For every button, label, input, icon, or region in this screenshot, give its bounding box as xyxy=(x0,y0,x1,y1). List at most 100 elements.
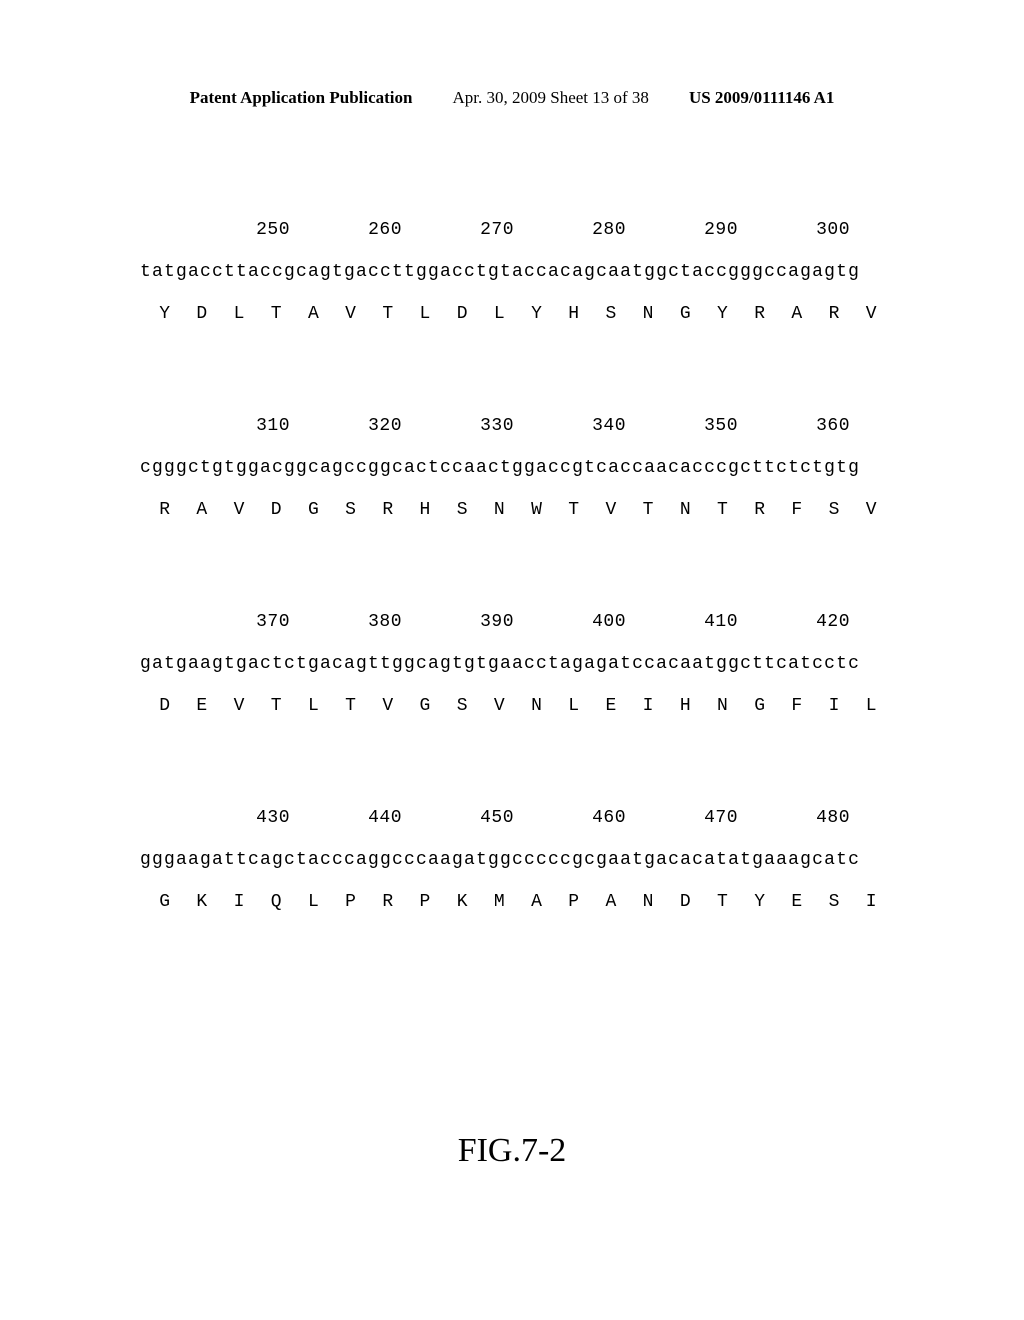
amino-row: DEVTLTVGSVNLEIHNGFIL xyxy=(140,696,900,716)
nucleotide-row: gggaagattcagctacccaggcccaagatggcccccgcga… xyxy=(140,850,900,870)
amino-label: T xyxy=(555,500,592,520)
header-left: Patent Application Publication xyxy=(190,88,413,108)
amino-label: L xyxy=(481,304,518,324)
amino-label: V xyxy=(481,696,518,716)
position-label: 310 xyxy=(140,416,290,436)
position-row: 430440450460470480 xyxy=(140,808,900,828)
amino-label: L xyxy=(406,304,443,324)
amino-label: I xyxy=(853,892,890,912)
position-label: 460 xyxy=(514,808,626,828)
amino-label: A xyxy=(518,892,555,912)
position-label: 260 xyxy=(290,220,402,240)
amino-label: E xyxy=(592,696,629,716)
position-label: 290 xyxy=(626,220,738,240)
amino-label: R xyxy=(741,500,778,520)
amino-label: N xyxy=(704,696,741,716)
amino-label: G xyxy=(295,500,332,520)
amino-label: S xyxy=(332,500,369,520)
amino-label: T xyxy=(258,304,295,324)
amino-label: G xyxy=(741,696,778,716)
header-right: US 2009/0111146 A1 xyxy=(689,88,834,108)
position-label: 430 xyxy=(140,808,290,828)
position-label: 400 xyxy=(514,612,626,632)
position-label: 420 xyxy=(738,612,850,632)
amino-label: R xyxy=(741,304,778,324)
position-row: 370380390400410420 xyxy=(140,612,900,632)
amino-label: V xyxy=(220,500,257,520)
header-center: Apr. 30, 2009 Sheet 13 of 38 xyxy=(453,88,649,108)
amino-label: T xyxy=(258,696,295,716)
amino-label: N xyxy=(481,500,518,520)
amino-label: D xyxy=(667,892,704,912)
sequence-block: 370380390400410420 gatgaagtgactctgacagtt… xyxy=(140,612,900,716)
amino-label: V xyxy=(853,500,890,520)
amino-label: E xyxy=(183,696,220,716)
amino-label: Y xyxy=(146,304,183,324)
amino-label: M xyxy=(481,892,518,912)
position-row: 250260270280290300 xyxy=(140,220,900,240)
amino-label: V xyxy=(220,696,257,716)
amino-label: R xyxy=(369,892,406,912)
amino-label: I xyxy=(815,696,852,716)
nucleotide-row: gatgaagtgactctgacagttggcagtgtgaacctagaga… xyxy=(140,654,900,674)
amino-label: S xyxy=(444,500,481,520)
amino-label: G xyxy=(406,696,443,716)
position-label: 410 xyxy=(626,612,738,632)
amino-label: T xyxy=(704,500,741,520)
amino-row: YDLTAVTLDLYHSNGYRARV xyxy=(140,304,900,324)
amino-label: S xyxy=(592,304,629,324)
amino-label: V xyxy=(592,500,629,520)
amino-label: F xyxy=(778,696,815,716)
amino-label: L xyxy=(220,304,257,324)
amino-label: K xyxy=(183,892,220,912)
page-header: Patent Application Publication Apr. 30, … xyxy=(0,88,1024,108)
amino-label: A xyxy=(295,304,332,324)
amino-label: H xyxy=(406,500,443,520)
amino-label: Y xyxy=(741,892,778,912)
amino-label: G xyxy=(667,304,704,324)
amino-label: N xyxy=(629,304,666,324)
position-label: 280 xyxy=(514,220,626,240)
nucleotide-row: cgggctgtggacggcagccggcactccaactggaccgtca… xyxy=(140,458,900,478)
amino-label: T xyxy=(332,696,369,716)
amino-label: H xyxy=(555,304,592,324)
amino-label: H xyxy=(667,696,704,716)
amino-label: N xyxy=(518,696,555,716)
position-row: 310320330340350360 xyxy=(140,416,900,436)
amino-row: RAVDGSRHSNWTVTNTRFSV xyxy=(140,500,900,520)
amino-label: R xyxy=(146,500,183,520)
amino-label: P xyxy=(332,892,369,912)
position-label: 440 xyxy=(290,808,402,828)
sequence-content: 250260270280290300 tatgaccttaccgcagtgacc… xyxy=(140,220,900,1004)
amino-label: V xyxy=(369,696,406,716)
amino-label: Y xyxy=(704,304,741,324)
position-label: 480 xyxy=(738,808,850,828)
position-label: 340 xyxy=(514,416,626,436)
amino-label: S xyxy=(815,500,852,520)
amino-label: P xyxy=(406,892,443,912)
amino-label: D xyxy=(258,500,295,520)
nucleotide-row: tatgaccttaccgcagtgaccttggacctgtaccacagca… xyxy=(140,262,900,282)
amino-label: D xyxy=(183,304,220,324)
amino-label: A xyxy=(183,500,220,520)
amino-label: L xyxy=(555,696,592,716)
amino-label: S xyxy=(444,696,481,716)
amino-label: L xyxy=(295,696,332,716)
amino-label: L xyxy=(853,696,890,716)
position-label: 270 xyxy=(402,220,514,240)
amino-label: L xyxy=(295,892,332,912)
position-label: 380 xyxy=(290,612,402,632)
amino-label: R xyxy=(369,500,406,520)
amino-row: GKIQLPRPKMAPANDTYESI xyxy=(140,892,900,912)
amino-label: I xyxy=(220,892,257,912)
sequence-block: 250260270280290300 tatgaccttaccgcagtgacc… xyxy=(140,220,900,324)
position-label: 250 xyxy=(140,220,290,240)
position-label: 390 xyxy=(402,612,514,632)
amino-label: D xyxy=(444,304,481,324)
amino-label: Q xyxy=(258,892,295,912)
amino-label: A xyxy=(592,892,629,912)
amino-label: W xyxy=(518,500,555,520)
amino-label: N xyxy=(667,500,704,520)
amino-label: A xyxy=(778,304,815,324)
amino-label: K xyxy=(444,892,481,912)
